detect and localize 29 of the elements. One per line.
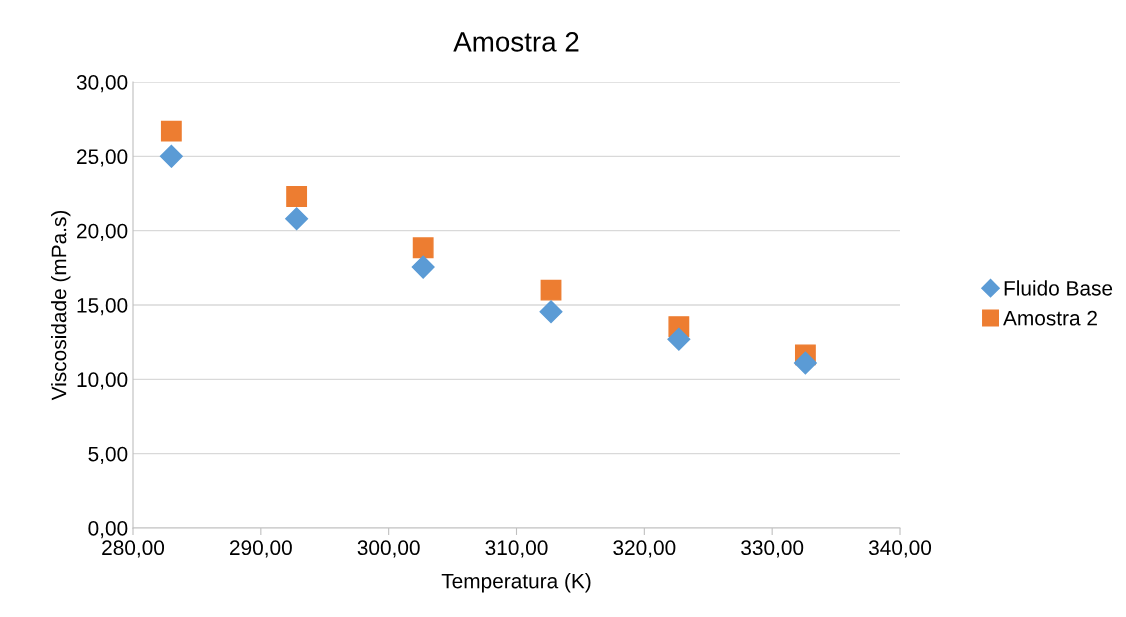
y-tick-label: 20,00 — [77, 223, 128, 241]
x-tick-label: 300,00 — [357, 540, 420, 558]
y-axis-title: Viscosidade (mPa.s) — [51, 210, 71, 401]
y-tick-label: 25,00 — [77, 149, 128, 167]
point — [540, 279, 562, 301]
x-tick-label: 290,00 — [230, 540, 292, 558]
point — [411, 255, 435, 279]
x-tick-label: 280,00 — [102, 540, 165, 558]
x-tick-label: 340,00 — [868, 540, 932, 558]
legend-label: Amostra 2 — [1003, 310, 1097, 326]
legend-label: Fluido Base — [1004, 280, 1113, 296]
y-tick-label: 10,00 — [77, 372, 128, 390]
x-axis-title: Temperatura (K) — [441, 573, 591, 593]
point — [159, 144, 183, 168]
point — [412, 237, 434, 259]
y-tick-label: 5,00 — [88, 446, 128, 464]
point — [793, 351, 817, 375]
point — [160, 120, 182, 142]
x-tick-label: 330,00 — [741, 540, 804, 558]
x-tick-label: 310,00 — [485, 540, 548, 558]
point — [539, 300, 563, 324]
point — [667, 327, 691, 351]
x-tick-label: 320,00 — [613, 540, 676, 558]
point — [286, 186, 308, 207]
y-tick-label: 0,00 — [88, 521, 128, 539]
y-tick-label: 30,00 — [76, 75, 128, 93]
y-tick-label: 15,00 — [77, 298, 128, 316]
chart-title: Amostra 2 — [453, 32, 579, 52]
point — [285, 207, 309, 231]
